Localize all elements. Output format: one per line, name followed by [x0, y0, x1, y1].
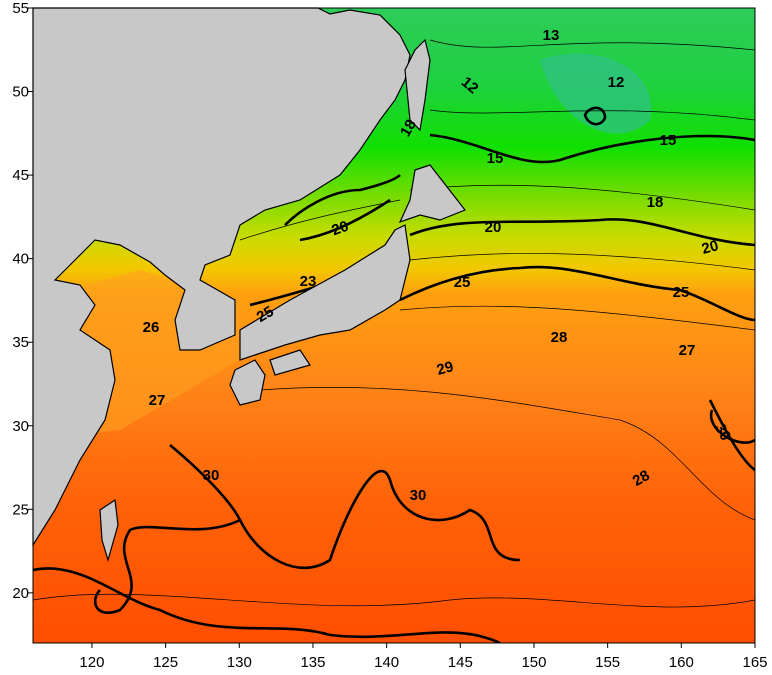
contour-line: [94, 444, 521, 614]
contour-label: 23: [300, 273, 317, 290]
y-tick-label: 55: [12, 0, 29, 17]
contour-line: [33, 567, 501, 643]
shikoku: [269, 349, 311, 376]
contour-line: [33, 593, 755, 608]
contour-line: [409, 253, 755, 271]
contour-label: 30: [711, 421, 734, 444]
contour-label: 20: [329, 218, 350, 240]
contour-label: 20: [485, 219, 502, 236]
y-tick-label: 20: [12, 585, 29, 602]
x-tick-label: 130: [227, 654, 252, 671]
contour-label: 27: [679, 342, 696, 359]
y-tick-label: 45: [12, 167, 29, 184]
contour-label: 26: [143, 319, 160, 336]
contour-label: 28: [551, 329, 568, 346]
contour-line: [259, 387, 755, 521]
contour-label: 30: [410, 487, 427, 504]
contour-label: 15: [660, 132, 677, 149]
contour-label: 25: [254, 303, 277, 326]
land: [32, 7, 466, 563]
contour-line: [429, 109, 755, 121]
contour-line: [284, 174, 401, 242]
contour-line: [429, 39, 755, 51]
contour-line: [399, 305, 755, 331]
contour-label: 18: [647, 194, 664, 211]
contour-label: 30: [203, 467, 220, 484]
sakhalin: [404, 38, 431, 132]
y-tick-label: 25: [12, 501, 29, 518]
contour-line: [583, 106, 607, 126]
x-tick-label: 125: [153, 654, 178, 671]
taiwan: [99, 498, 119, 563]
contour-label: 28: [630, 467, 653, 490]
contour-label: 29: [435, 358, 456, 379]
contour-label: 25: [454, 274, 471, 291]
x-tick-label: 140: [374, 654, 399, 671]
y-tick-label: 35: [12, 334, 29, 351]
x-tick-label: 155: [595, 654, 620, 671]
contour-label: 18: [397, 117, 420, 140]
contour-label: 15: [487, 150, 504, 167]
x-tick-label: 135: [300, 654, 325, 671]
kyushu: [229, 359, 266, 406]
contour-line: [409, 218, 755, 247]
y-tick-label: 30: [12, 418, 29, 435]
contour-line: [429, 133, 755, 164]
cold-core: [540, 53, 652, 134]
contour-label: 20: [700, 237, 721, 258]
x-tick-label: 120: [79, 654, 104, 671]
y-tick-label: 40: [12, 251, 29, 268]
contour-line: [708, 399, 755, 472]
x-tick-label: 160: [669, 654, 694, 671]
plot-frame: [32, 7, 756, 644]
contour-label: 12: [608, 74, 625, 91]
contour-line: [399, 265, 755, 322]
x-tick-label: 165: [742, 654, 767, 671]
x-tick-label: 150: [521, 654, 546, 671]
contour-label: 25: [673, 284, 690, 301]
y-tick-label: 50: [12, 84, 29, 101]
x-tick-label: 145: [448, 654, 473, 671]
honshu: [239, 224, 411, 361]
contour-label: 27: [149, 392, 166, 409]
hokkaido: [398, 164, 466, 224]
contour-label: 13: [543, 27, 560, 44]
